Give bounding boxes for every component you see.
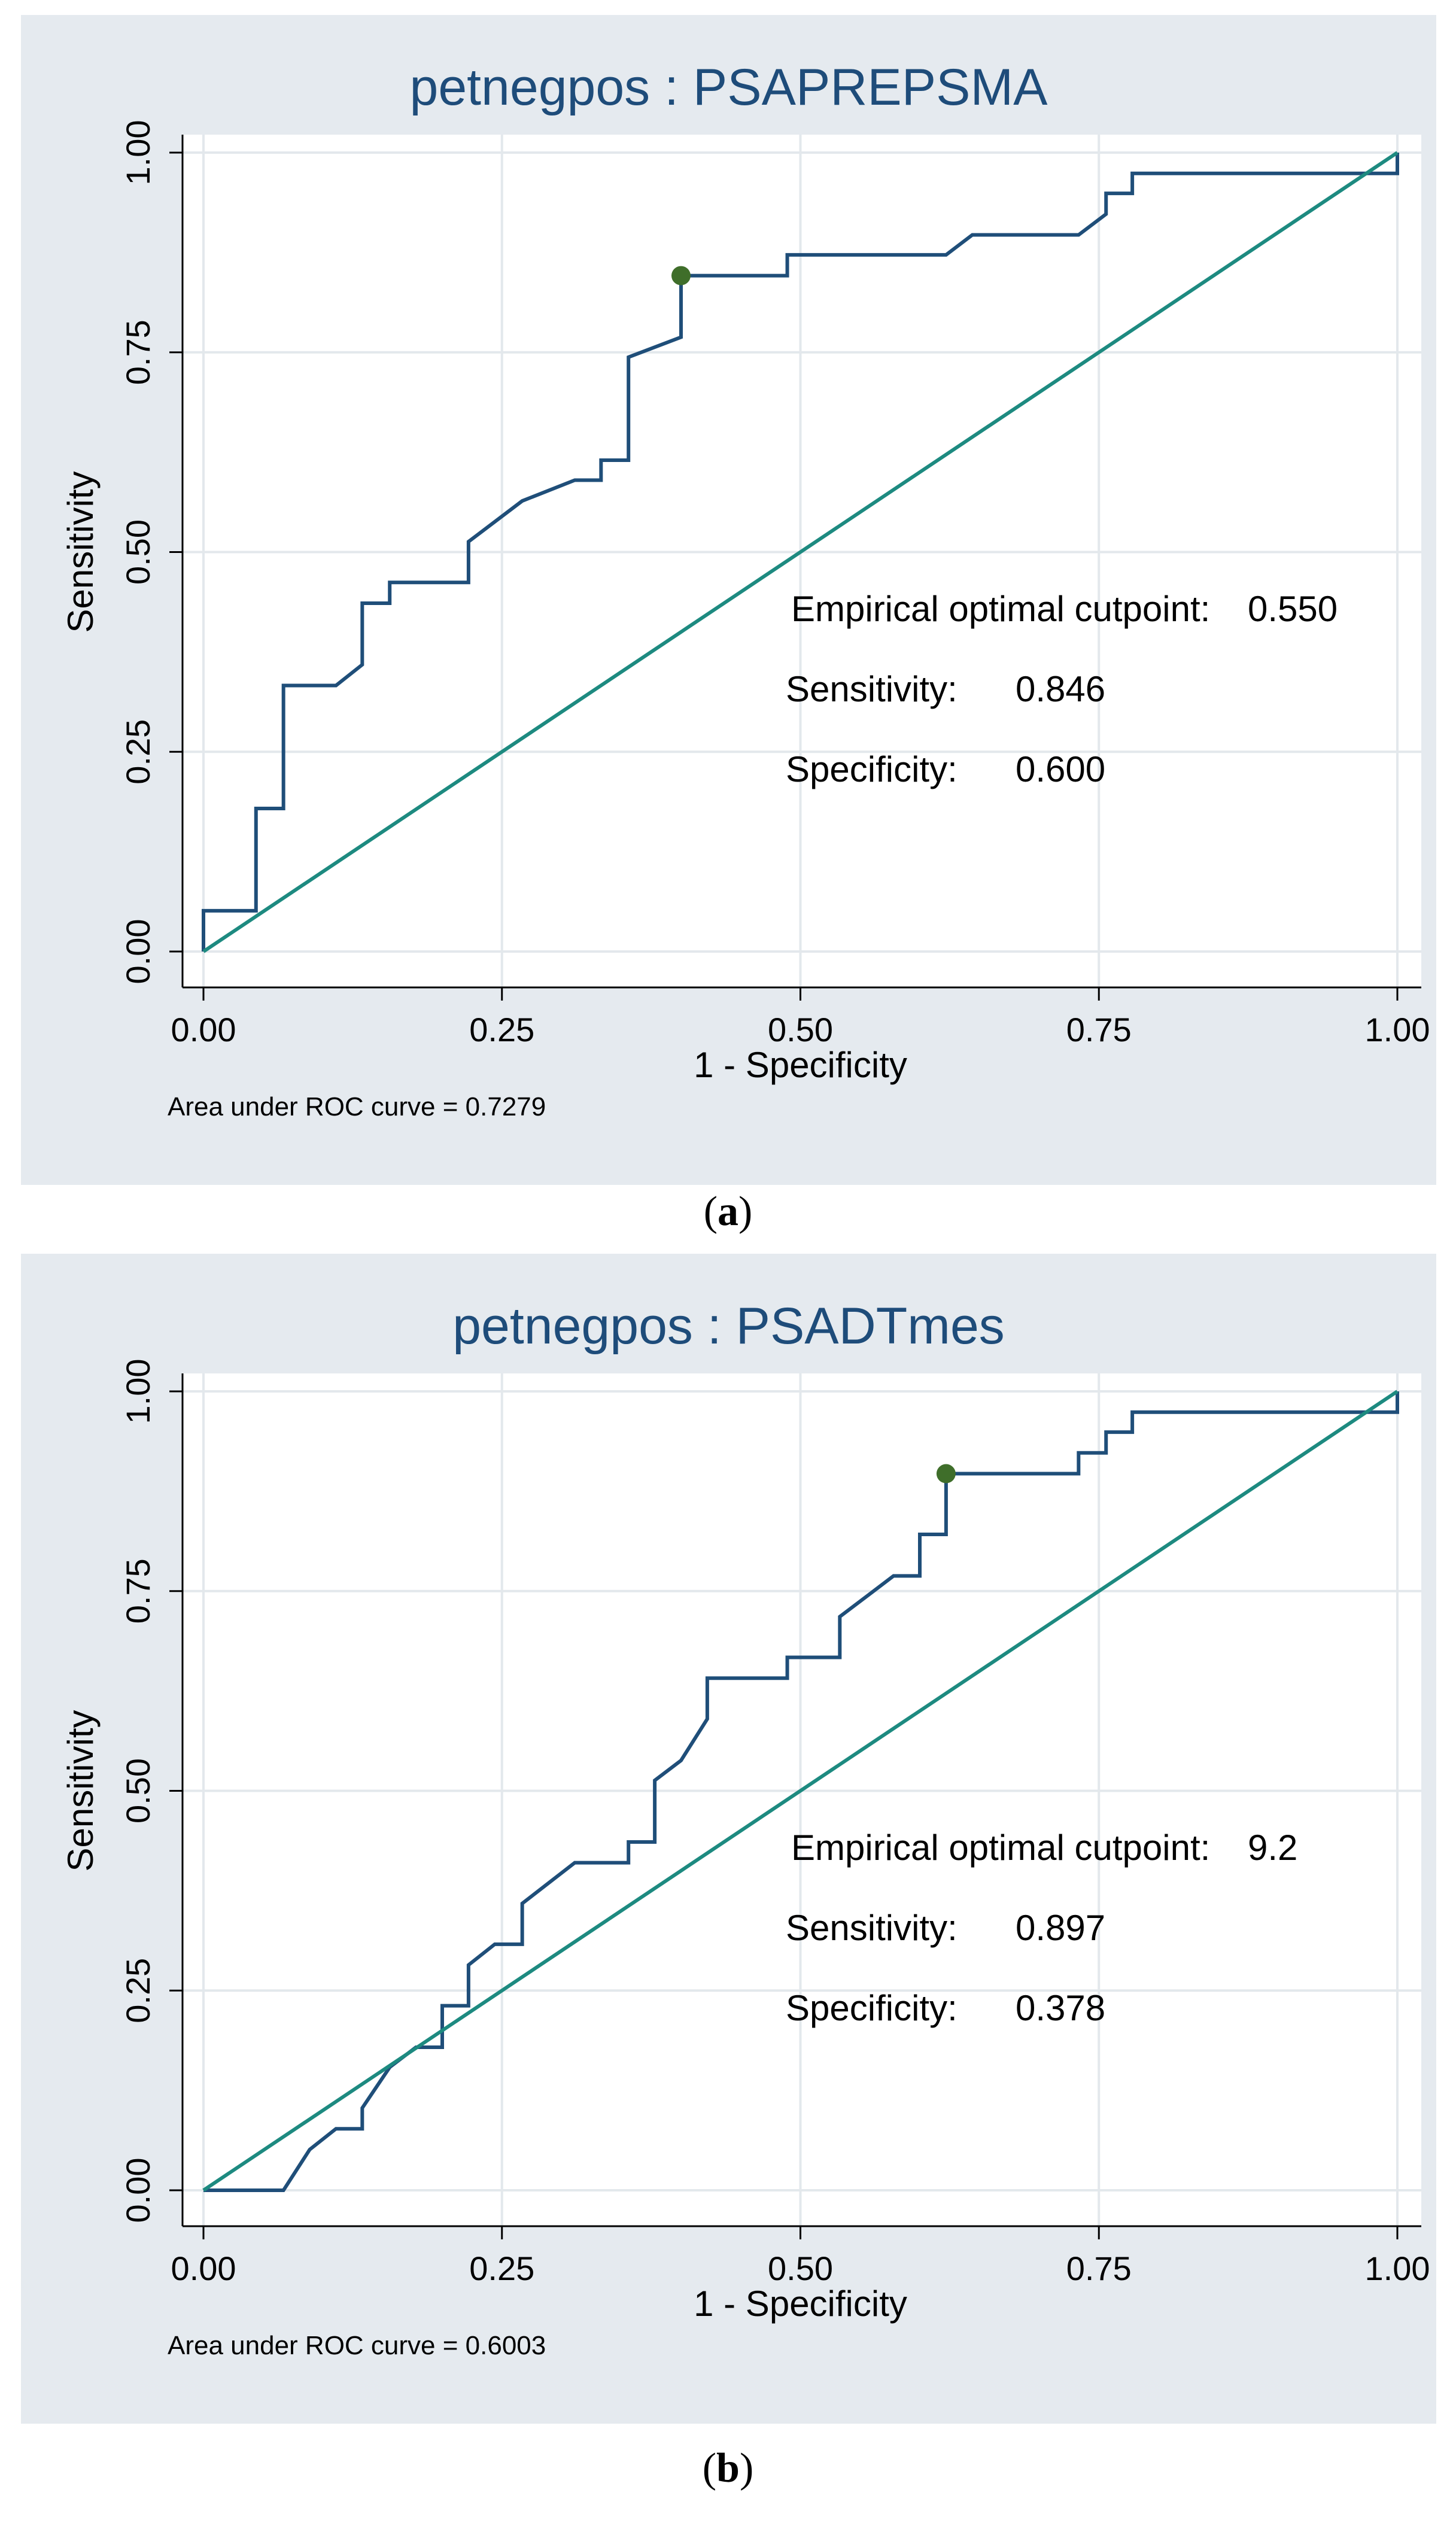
- caption-a: (a): [703, 1188, 753, 1235]
- cutpoint-label: Empirical optimal cutpoint:: [791, 589, 1211, 629]
- y-tick-label: 0.00: [119, 2158, 157, 2223]
- y-tick-label: 0.00: [119, 919, 157, 984]
- x-tick-label: 0.50: [768, 2250, 833, 2287]
- specificity-label: Specificity:: [786, 1988, 958, 2028]
- x-tick-label: 0.00: [171, 1011, 236, 1048]
- x-tick-label: 1.00: [1365, 2250, 1430, 2287]
- x-tick-label: 1.00: [1365, 1011, 1430, 1048]
- x-tick-label: 0.25: [469, 1011, 534, 1048]
- optimal-cutpoint-marker: [936, 1464, 956, 1484]
- y-tick-label: 0.50: [119, 519, 157, 585]
- auc-label: Area under ROC curve = 0.6003: [168, 2331, 546, 2360]
- x-tick-label: 0.00: [171, 2250, 236, 2287]
- y-tick-label: 0.25: [119, 1958, 157, 2023]
- y-axis-title: Sensitivity: [60, 471, 101, 633]
- sensitivity-value: 0.897: [1016, 1908, 1106, 1948]
- x-tick-label: 0.75: [1066, 2250, 1132, 2287]
- roc-panel-b: petnegpos : PSADTmes 0.00 0.00 0.25 0.25 0.5…: [21, 1254, 1436, 2424]
- sensitivity-label: Sensitivity:: [786, 1908, 958, 1948]
- sensitivity-label: Sensitivity:: [786, 669, 958, 709]
- cutpoint-value: 0.550: [1248, 589, 1338, 629]
- cutpoint-value: 9.2: [1248, 1828, 1298, 1868]
- x-tick-label: 0.25: [469, 2250, 534, 2287]
- chart-title: petnegpos : PSAPREPSMA: [409, 59, 1048, 116]
- y-tick-label: 0.75: [119, 320, 157, 385]
- y-tick-label: 0.50: [119, 1758, 157, 1823]
- roc-panel-a: petnegpos : PSAPREPSMA 0.00 0.00 0.25 0.25 0…: [21, 15, 1436, 1185]
- reference-line: [202, 1390, 1399, 2192]
- x-axis-title: 1 - Specificity: [694, 1045, 907, 1085]
- roc-curve-line: [202, 153, 1399, 952]
- reference-line: [202, 151, 1399, 953]
- x-tick-label: 0.75: [1066, 1011, 1132, 1048]
- cutpoint-label: Empirical optimal cutpoint:: [791, 1828, 1211, 1868]
- roc-chart-a: 0.00 0.00 0.25 0.25 0.50 0.50 0.75 0.75 1.00 1.00…: [60, 120, 1430, 1086]
- y-tick-label: 1.00: [119, 120, 157, 186]
- x-axis-title: 1 - Specificity: [694, 2284, 907, 2324]
- caption-b: (b): [702, 2445, 754, 2491]
- optimal-cutpoint-marker: [671, 266, 691, 285]
- roc-chart-b: 0.00 0.00 0.25 0.25 0.50 0.50 0.75 0.75 1.00 1.00…: [60, 1359, 1430, 2324]
- y-tick-label: 0.75: [119, 1558, 157, 1624]
- specificity-value: 0.378: [1016, 1988, 1106, 2028]
- specificity-value: 0.600: [1016, 749, 1106, 789]
- specificity-label: Specificity:: [786, 749, 958, 789]
- y-tick-label: 0.25: [119, 719, 157, 785]
- chart-title: petnegpos : PSADTmes: [452, 1297, 1005, 1355]
- caption-letter: a: [718, 1188, 738, 1235]
- sensitivity-value: 0.846: [1016, 669, 1106, 709]
- auc-label: Area under ROC curve = 0.7279: [168, 1092, 546, 1121]
- y-tick-label: 1.00: [119, 1359, 157, 1424]
- x-tick-label: 0.50: [768, 1011, 833, 1048]
- y-axis-title: Sensitivity: [60, 1710, 101, 1871]
- caption-letter: b: [716, 2445, 740, 2491]
